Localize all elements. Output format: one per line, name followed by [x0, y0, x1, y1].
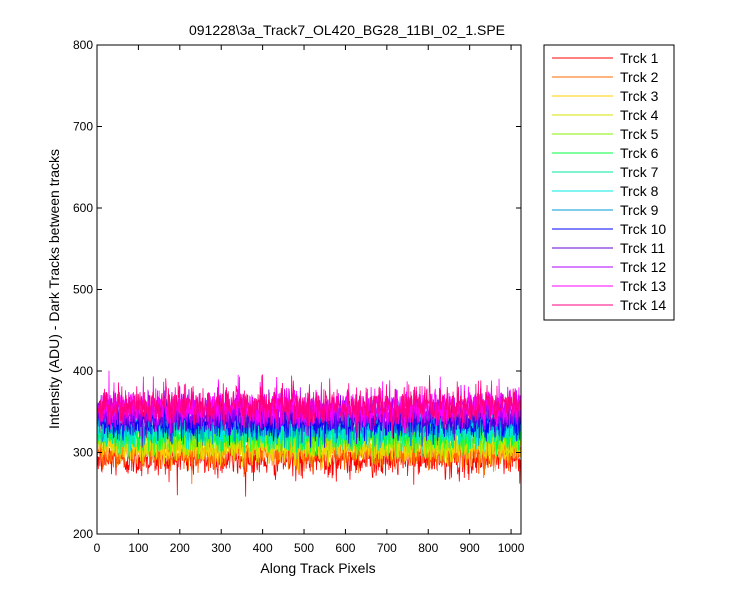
- legend-label: Trck 6: [620, 145, 659, 161]
- y-tick-label: 600: [73, 201, 93, 215]
- legend-label: Trck 11: [620, 240, 665, 256]
- legend-label: Trck 10: [620, 221, 666, 237]
- legend-label: Trck 3: [620, 88, 659, 104]
- series-line-trck-14: [96, 374, 521, 439]
- legend: Trck 1 Trck 2 Trck 3 Trck 4 Trck 5 Trck 6 Trck…: [543, 44, 675, 321]
- x-tick-label: 500: [294, 541, 314, 555]
- y-tick-label: 400: [73, 364, 93, 378]
- legend-label: Trck 4: [620, 107, 659, 123]
- x-tick-label: 1000: [498, 541, 525, 555]
- x-tick-label: 400: [253, 541, 273, 555]
- y-tick-label: 700: [73, 120, 93, 134]
- legend-label: Trck 14: [620, 297, 666, 313]
- legend-label: Trck 13: [620, 278, 666, 294]
- y-axis-label: Intensity (ADU) - Dark Tracks between tr…: [46, 149, 62, 429]
- ticks-group: 0 100 200 300 400 500 600 700 800 900 1000 200 300 40…: [73, 38, 525, 555]
- chart-title: 091228\3a_Track7_OL420_BG28_11BI_02_1.SP…: [189, 22, 505, 38]
- y-tick-label: 500: [73, 283, 93, 297]
- legend-label: Trck 9: [620, 202, 659, 218]
- x-tick-label: 600: [335, 541, 355, 555]
- x-tick-label: 0: [94, 541, 101, 555]
- x-tick-label: 700: [377, 541, 397, 555]
- legend-label: Trck 5: [620, 126, 659, 142]
- y-tick-label: 300: [73, 446, 93, 460]
- x-tick-label: 900: [460, 541, 480, 555]
- x-tick-label: 800: [418, 541, 438, 555]
- x-tick-label: 200: [170, 541, 190, 555]
- x-tick-label: 100: [128, 541, 148, 555]
- plot-area: 0 100 200 300 400 500 600 700 800 900 1000 200 300 40…: [73, 38, 525, 555]
- legend-label: Trck 2: [620, 69, 659, 85]
- legend-items: Trck 1 Trck 2 Trck 3 Trck 4 Trck 5 Trck 6 Trck…: [552, 50, 666, 313]
- series-group: [96, 370, 521, 497]
- legend-label: Trck 12: [620, 259, 666, 275]
- legend-label: Trck 7: [620, 164, 659, 180]
- series-line-trck-2: [96, 424, 521, 484]
- legend-box: [543, 44, 675, 321]
- x-tick-label: 300: [211, 541, 231, 555]
- legend-label: Trck 1: [620, 50, 659, 66]
- y-tick-label: 800: [73, 38, 93, 52]
- x-axis-label: Along Track Pixels: [260, 560, 375, 576]
- y-tick-label: 200: [73, 527, 93, 541]
- legend-label: Trck 8: [620, 183, 659, 199]
